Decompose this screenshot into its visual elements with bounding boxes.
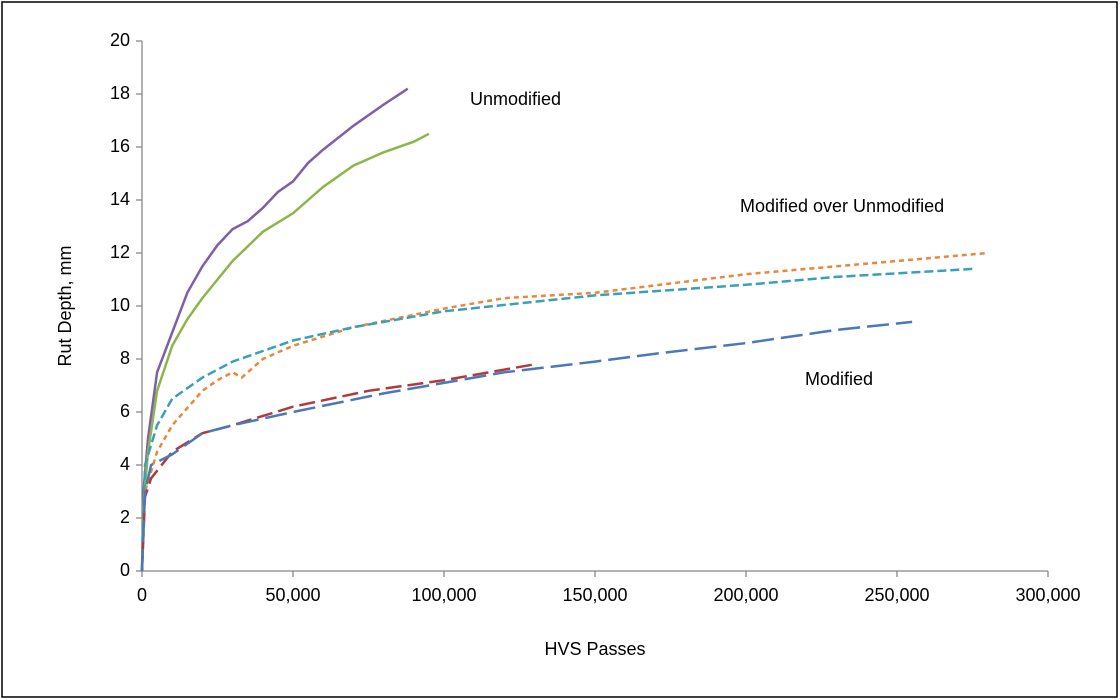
x-axis-label: HVS Passes bbox=[544, 639, 645, 659]
y-tick-label: 6 bbox=[120, 401, 130, 421]
series-line bbox=[140, 267, 973, 572]
series-line bbox=[140, 251, 988, 572]
x-tick-label: 300,000 bbox=[1015, 585, 1080, 605]
x-tick-label: 250,000 bbox=[864, 585, 929, 605]
x-tick-label: 0 bbox=[137, 585, 147, 605]
x-tick-label: 50,000 bbox=[265, 585, 320, 605]
annotation: Unmodified bbox=[470, 89, 561, 109]
y-axis-label: Rut Depth, mm bbox=[55, 245, 75, 366]
y-tick-label: 2 bbox=[120, 507, 130, 527]
annotation: Modified bbox=[805, 369, 873, 389]
annotation: Modified over Unmodified bbox=[740, 196, 944, 216]
series-line bbox=[140, 132, 430, 572]
series-line bbox=[140, 363, 535, 572]
y-tick-label: 16 bbox=[110, 136, 130, 156]
y-tick-label: 4 bbox=[120, 454, 130, 474]
y-tick-label: 14 bbox=[110, 189, 130, 209]
y-tick-label: 0 bbox=[120, 560, 130, 580]
x-tick-label: 100,000 bbox=[411, 585, 476, 605]
y-tick-label: 8 bbox=[120, 348, 130, 368]
series-line bbox=[140, 87, 409, 572]
x-tick-label: 150,000 bbox=[562, 585, 627, 605]
y-tick-label: 12 bbox=[110, 242, 130, 262]
y-tick-label: 18 bbox=[110, 83, 130, 103]
series-line bbox=[140, 320, 913, 572]
x-tick-label: 200,000 bbox=[713, 585, 778, 605]
y-tick-label: 20 bbox=[110, 30, 130, 50]
y-tick-label: 10 bbox=[110, 295, 130, 315]
